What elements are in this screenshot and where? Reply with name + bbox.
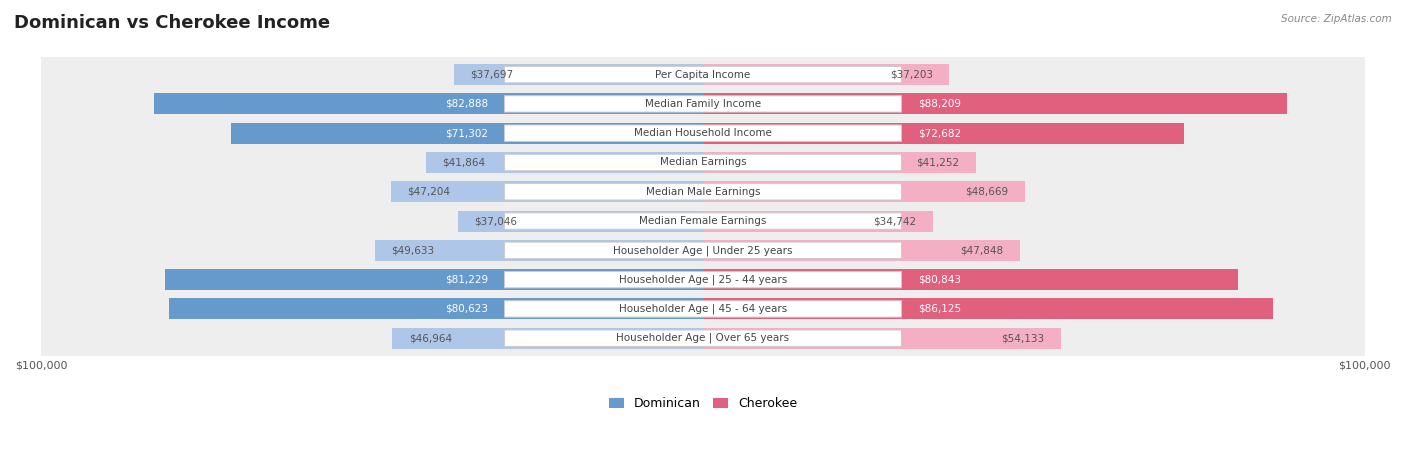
FancyBboxPatch shape	[28, 0, 1378, 467]
Bar	[703, 64, 949, 85]
Text: $80,843: $80,843	[918, 275, 962, 284]
FancyBboxPatch shape	[28, 0, 1378, 467]
Text: Median Family Income: Median Family Income	[645, 99, 761, 109]
Text: Median Male Earnings: Median Male Earnings	[645, 187, 761, 197]
FancyBboxPatch shape	[505, 96, 901, 112]
Text: Householder Age | Under 25 years: Householder Age | Under 25 years	[613, 245, 793, 255]
FancyBboxPatch shape	[505, 66, 901, 83]
Text: Householder Age | 25 - 44 years: Householder Age | 25 - 44 years	[619, 275, 787, 285]
Bar	[703, 328, 1062, 349]
Text: $86,125: $86,125	[918, 304, 962, 314]
Text: $88,209: $88,209	[918, 99, 962, 109]
FancyBboxPatch shape	[505, 271, 901, 288]
FancyBboxPatch shape	[505, 125, 901, 142]
Bar	[703, 123, 1184, 144]
Bar	[703, 240, 1019, 261]
Bar	[454, 64, 703, 85]
Text: Median Female Earnings: Median Female Earnings	[640, 216, 766, 226]
Bar	[231, 123, 703, 144]
Bar	[458, 211, 703, 232]
Bar	[703, 298, 1272, 319]
Text: $72,682: $72,682	[918, 128, 962, 138]
Text: $71,302: $71,302	[444, 128, 488, 138]
Text: Median Earnings: Median Earnings	[659, 157, 747, 168]
Text: $80,623: $80,623	[444, 304, 488, 314]
Text: Dominican vs Cherokee Income: Dominican vs Cherokee Income	[14, 14, 330, 32]
Text: $48,669: $48,669	[966, 187, 1008, 197]
FancyBboxPatch shape	[505, 213, 901, 229]
Bar	[703, 211, 934, 232]
FancyBboxPatch shape	[505, 154, 901, 170]
Legend: Dominican, Cherokee: Dominican, Cherokee	[603, 392, 803, 415]
Text: $37,697: $37,697	[470, 70, 513, 79]
Bar	[703, 93, 1286, 114]
FancyBboxPatch shape	[28, 0, 1378, 467]
Text: $37,203: $37,203	[890, 70, 932, 79]
Text: $54,133: $54,133	[1001, 333, 1045, 343]
Bar	[426, 152, 703, 173]
FancyBboxPatch shape	[505, 184, 901, 200]
Bar	[391, 181, 703, 202]
Bar	[703, 269, 1237, 290]
Text: Per Capita Income: Per Capita Income	[655, 70, 751, 79]
Bar	[166, 269, 703, 290]
Text: Source: ZipAtlas.com: Source: ZipAtlas.com	[1281, 14, 1392, 24]
Text: $81,229: $81,229	[444, 275, 488, 284]
Bar	[703, 181, 1025, 202]
FancyBboxPatch shape	[28, 0, 1378, 467]
FancyBboxPatch shape	[28, 0, 1378, 467]
Text: $49,633: $49,633	[391, 245, 434, 255]
FancyBboxPatch shape	[28, 0, 1378, 467]
FancyBboxPatch shape	[505, 242, 901, 259]
FancyBboxPatch shape	[28, 0, 1378, 467]
Bar	[703, 152, 976, 173]
Text: $34,742: $34,742	[873, 216, 917, 226]
Bar	[392, 328, 703, 349]
Text: $46,964: $46,964	[409, 333, 451, 343]
Text: Median Household Income: Median Household Income	[634, 128, 772, 138]
Text: Householder Age | Over 65 years: Householder Age | Over 65 years	[616, 333, 790, 343]
Text: $41,252: $41,252	[917, 157, 959, 168]
FancyBboxPatch shape	[505, 330, 901, 347]
Text: $37,046: $37,046	[474, 216, 517, 226]
Text: $47,204: $47,204	[408, 187, 450, 197]
Text: $82,888: $82,888	[444, 99, 488, 109]
Bar	[170, 298, 703, 319]
Bar	[155, 93, 703, 114]
FancyBboxPatch shape	[505, 301, 901, 317]
Bar	[374, 240, 703, 261]
Text: $41,864: $41,864	[443, 157, 485, 168]
FancyBboxPatch shape	[28, 0, 1378, 467]
Text: $47,848: $47,848	[960, 245, 1002, 255]
FancyBboxPatch shape	[28, 0, 1378, 467]
FancyBboxPatch shape	[28, 0, 1378, 467]
Text: Householder Age | 45 - 64 years: Householder Age | 45 - 64 years	[619, 304, 787, 314]
